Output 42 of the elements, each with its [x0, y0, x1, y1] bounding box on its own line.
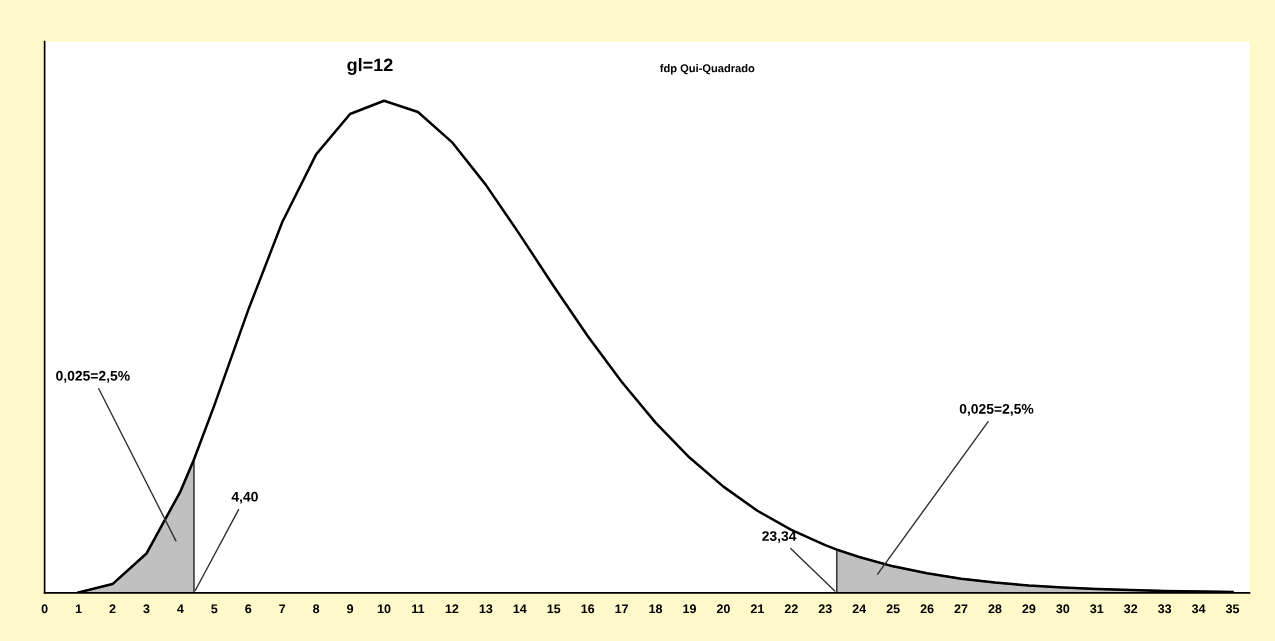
- x-tick-label: 0: [41, 604, 48, 614]
- annotation: 0,025=2,5%: [56, 370, 130, 383]
- x-tick-label: 13: [479, 604, 493, 614]
- x-tick-label: 22: [784, 604, 798, 614]
- x-tick-label: 2: [109, 604, 116, 614]
- x-tick-label: 30: [1056, 604, 1070, 614]
- annotation: 4,40: [231, 491, 258, 504]
- x-tick-label: 27: [954, 604, 968, 614]
- x-tick-label: 19: [683, 604, 696, 614]
- x-tick-label: 14: [513, 604, 527, 614]
- x-tick-label: 32: [1124, 604, 1138, 614]
- x-tick-label: 23: [818, 604, 832, 614]
- x-tick-label: 18: [649, 604, 663, 614]
- x-tick-label: 6: [245, 604, 252, 614]
- x-tick-label: 26: [920, 604, 934, 614]
- x-tick-label: 34: [1191, 604, 1206, 614]
- x-tick-label: 20: [716, 604, 730, 614]
- x-tick-label: 29: [1022, 604, 1036, 614]
- annotation: 0,025=2,5%: [959, 403, 1034, 416]
- x-tick-label: 35: [1225, 604, 1240, 614]
- text: gl=12: [347, 58, 393, 75]
- x-tick-label: 9: [347, 604, 354, 614]
- x-tick-label: 33: [1157, 604, 1172, 614]
- x-tick-label: 15: [547, 604, 561, 614]
- x-tick-label: 7: [279, 604, 286, 614]
- x-tick-label: 25: [886, 604, 900, 614]
- x-tick-label: 4: [177, 604, 184, 614]
- x-tick-label: 3: [143, 604, 150, 614]
- x-tick-label: 17: [615, 604, 629, 614]
- x-tick-label: 12: [445, 604, 459, 614]
- x-tick-label: 21: [750, 604, 764, 614]
- x-tick-label: 8: [313, 604, 320, 614]
- x-tick-label: 24: [852, 604, 867, 614]
- annotation: 23,34: [762, 531, 797, 543]
- x-tick-label: 28: [988, 604, 1002, 614]
- x-tick-label: 31: [1090, 604, 1104, 614]
- x-tick-label: 16: [581, 604, 595, 614]
- x-tick-label: 1: [75, 604, 82, 614]
- x-tick-label: 11: [412, 604, 425, 614]
- x-tick-label: 5: [211, 604, 218, 614]
- x-tick-label: 10: [377, 604, 391, 614]
- text: fdp Qui-Quadrado: [659, 64, 755, 75]
